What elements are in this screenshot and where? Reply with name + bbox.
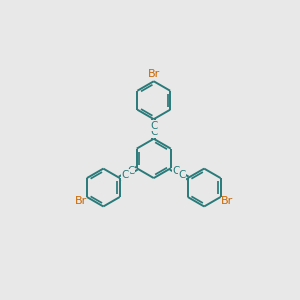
Text: C: C: [178, 170, 186, 180]
Text: C: C: [122, 170, 129, 180]
Text: Br: Br: [221, 196, 233, 206]
Text: Br: Br: [74, 196, 87, 206]
Text: C: C: [173, 167, 180, 176]
Text: C: C: [150, 127, 158, 137]
Text: C: C: [128, 167, 135, 176]
Text: Br: Br: [148, 69, 160, 79]
Text: C: C: [150, 121, 158, 130]
